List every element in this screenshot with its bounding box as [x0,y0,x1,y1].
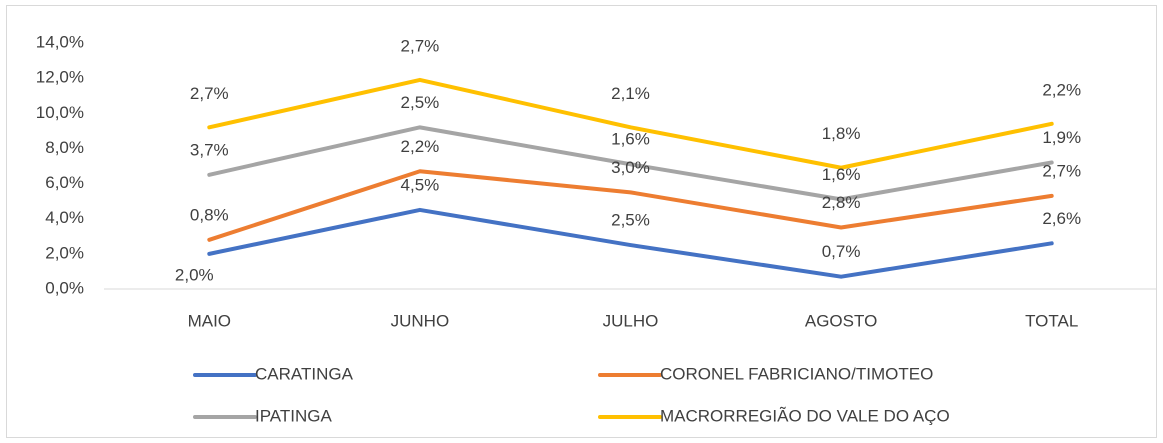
data-label: 2,8% [822,193,861,212]
data-label: 1,8% [822,124,861,143]
data-label: 2,1% [611,84,650,103]
data-label: 2,5% [611,211,650,230]
y-tick-label: 14,0% [36,32,84,51]
data-label: 0,7% [822,242,861,261]
series-line [207,77,1054,170]
y-tick-label: 0,0% [45,278,84,297]
y-tick-label: 6,0% [45,173,84,192]
data-label: 2,2% [1042,80,1081,99]
data-label: 1,9% [1042,128,1081,147]
data-label: 1,6% [822,165,861,184]
data-label: 0,8% [190,205,229,224]
data-label: 4,5% [401,175,440,194]
data-label: 2,6% [1042,209,1081,228]
data-label: 2,7% [1042,161,1081,180]
data-label: 1,6% [611,130,650,149]
y-tick-label: 10,0% [36,103,84,122]
data-label: 2,2% [401,137,440,156]
chart-frame [6,5,1157,438]
y-tick-label: 12,0% [36,68,84,87]
x-tick-label: JUNHO [391,311,450,330]
x-tick-label: JULHO [603,311,659,330]
y-tick-label: 8,0% [45,138,84,157]
series-line [207,125,1054,202]
data-label: 2,7% [401,36,440,55]
x-tick-label: AGOSTO [805,311,877,330]
data-label: 3,7% [190,140,229,159]
data-label: 2,7% [190,84,229,103]
y-tick-label: 2,0% [45,243,84,262]
x-tick-label: TOTAL [1025,311,1078,330]
x-tick-label: MAIO [188,311,231,330]
y-tick-label: 4,0% [45,208,84,227]
data-label: 2,5% [401,93,440,112]
legend-label: IPATINGA [255,406,332,425]
data-label: 3,0% [611,158,650,177]
legend-label: CORONEL FABRICIANO/TIMOTEO [660,364,933,383]
data-label: 2,0% [175,265,214,284]
legend-label: MACRORREGIÃO DO VALE DO AÇO [660,406,950,425]
series-line [207,207,1054,279]
legend-label: CARATINGA [255,364,354,383]
series-line [207,169,1054,242]
